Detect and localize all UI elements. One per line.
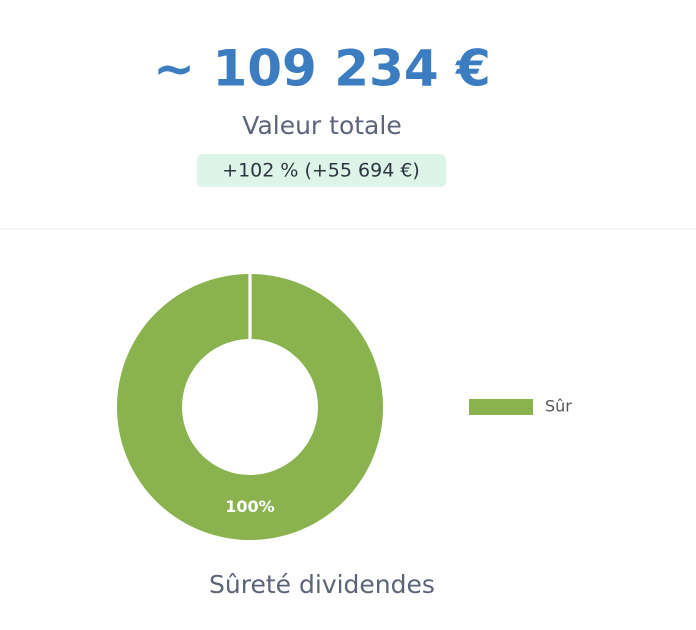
legend-swatch: [469, 399, 533, 415]
change-badge: [197, 154, 446, 187]
donut-chart: 100% Sûr: [116, 274, 572, 540]
total-value: ~ 109 234 €: [153, 40, 491, 98]
slice-label: 100%: [225, 497, 274, 516]
chart-title: Sûreté dividendes: [209, 570, 435, 599]
donut-slice: [116, 274, 384, 540]
legend-label: Sûr: [545, 397, 572, 416]
total-label: Valeur totale: [242, 111, 401, 140]
change-text: +102 % (+55 694 €): [222, 160, 420, 182]
